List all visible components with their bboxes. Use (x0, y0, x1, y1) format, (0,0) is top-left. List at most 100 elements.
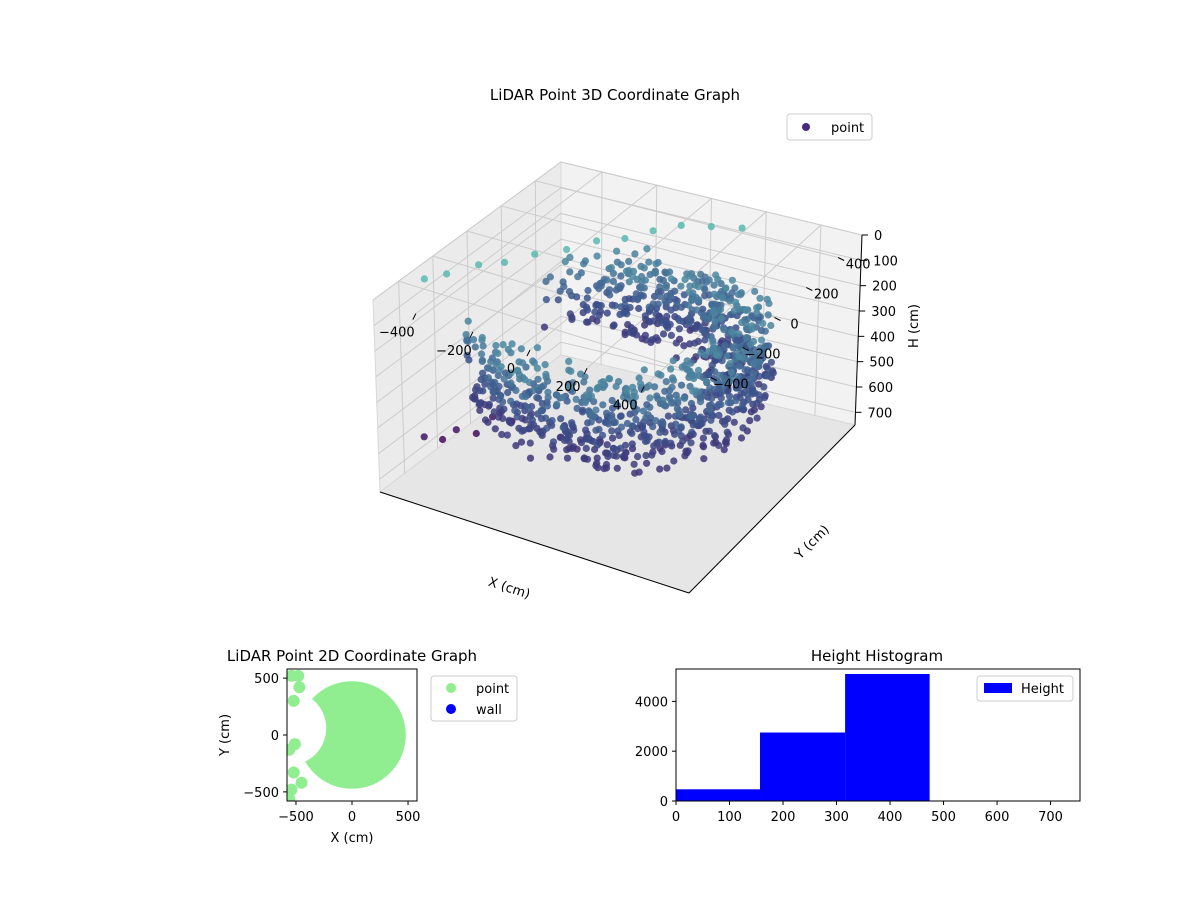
data-point-3d (507, 349, 515, 357)
data-point-3d (472, 429, 480, 438)
data-point-3d (554, 296, 562, 304)
data-point-3d (643, 459, 651, 467)
data-point-3d (566, 253, 574, 261)
data-point-3d (712, 351, 721, 359)
data-point-3d (517, 345, 526, 353)
data-point-3d (764, 311, 772, 319)
data-point-3d (728, 328, 736, 336)
data-point-3d (747, 375, 755, 383)
data-point-3d (747, 408, 755, 416)
data-point-3d (529, 421, 538, 429)
data-point-3d (512, 386, 520, 394)
data-point-3d (698, 326, 706, 334)
chart-3d-title: LiDAR Point 3D Coordinate Graph (490, 86, 740, 104)
data-point-3d (765, 299, 773, 308)
data-point-3d (695, 296, 703, 304)
data-point-3d (470, 336, 478, 344)
data-point-3d (731, 284, 739, 292)
data-point-3d (730, 343, 738, 351)
data-point-3d (735, 362, 744, 370)
data-point-3d (566, 268, 574, 276)
data-point-3d (686, 282, 694, 290)
data-point-3d (475, 261, 483, 269)
chart-histogram: Height Histogram 0 100 200 300 400 500 600 7000… (635, 647, 1081, 825)
data-point-3d (581, 399, 590, 407)
data-point-3d (610, 321, 618, 329)
y-tick-label-2d: 500 (254, 672, 279, 687)
data-point-3d (623, 419, 632, 428)
data-point-2d (293, 681, 306, 694)
data-point-3d (622, 267, 631, 275)
data-point-3d (640, 366, 648, 374)
histogram-bar (845, 673, 930, 801)
data-point-3d (723, 352, 731, 360)
data-point-2d (295, 776, 308, 789)
data-point-3d (593, 441, 602, 449)
data-point-3d (662, 378, 670, 386)
data-point-3d (580, 260, 588, 268)
data-point-3d (632, 416, 640, 424)
data-point-3d (756, 294, 764, 302)
data-point-3d (701, 351, 710, 359)
data-point-3d (540, 323, 549, 331)
data-point-3d (650, 442, 658, 450)
data-point-3d (708, 411, 716, 419)
data-point-3d (720, 326, 728, 334)
data-point-3d (592, 406, 600, 414)
data-point-3d (620, 309, 628, 317)
legend-histogram-frame (976, 675, 1074, 702)
y-tick-label-2d: 0 (271, 729, 279, 744)
data-point-3d (625, 278, 633, 286)
data-point-3d (579, 406, 587, 414)
data-point-3d (630, 460, 638, 468)
data-point-3d (670, 457, 678, 465)
data-point-3d (522, 393, 530, 401)
data-point-3d (692, 353, 700, 361)
y-tick-label-3d: −400 (713, 378, 749, 393)
data-point-3d (550, 445, 558, 453)
data-point-3d (726, 360, 734, 368)
data-point-3d (719, 294, 727, 302)
data-point-3d (700, 455, 708, 463)
data-point-3d (715, 371, 723, 379)
data-point-3d (605, 420, 613, 428)
data-point-3d (650, 292, 659, 300)
data-point-3d (666, 292, 675, 300)
data-point-3d (637, 380, 645, 388)
data-point-3d (603, 441, 611, 449)
data-point-3d (572, 395, 580, 403)
data-point-3d (485, 400, 493, 408)
data-point-3d (614, 283, 622, 291)
data-point-3d (452, 426, 460, 434)
data-point-3d (763, 372, 772, 380)
data-point-3d (542, 277, 550, 285)
data-point-3d (556, 287, 564, 295)
data-point-3d (748, 325, 756, 333)
data-point-3d (648, 451, 656, 459)
data-point-3d (542, 296, 551, 304)
data-point-3d (546, 453, 554, 461)
data-point-3d (755, 372, 763, 380)
data-point-3d (568, 315, 576, 324)
data-point-3d (710, 290, 718, 298)
data-point-3d (706, 384, 714, 392)
data-point-3d (659, 330, 668, 338)
data-point-3d (715, 400, 723, 408)
data-point-3d (494, 349, 502, 357)
data-point-3d (667, 399, 675, 407)
data-point-3d (749, 359, 757, 367)
data-point-3d (543, 424, 551, 432)
x-tick-label-3d: 400 (613, 398, 638, 413)
data-point-3d (507, 379, 515, 387)
data-point-3d (722, 436, 731, 444)
data-point-3d (677, 381, 686, 389)
data-point-3d (625, 257, 633, 265)
data-point-3d (715, 411, 723, 419)
data-point-3d (696, 398, 705, 406)
data-point-3d (746, 417, 754, 425)
data-point-3d (648, 336, 656, 344)
data-point-3d (669, 357, 677, 365)
data-point-3d (740, 405, 748, 413)
data-point-3d (582, 426, 590, 434)
data-point-3d (705, 276, 713, 284)
